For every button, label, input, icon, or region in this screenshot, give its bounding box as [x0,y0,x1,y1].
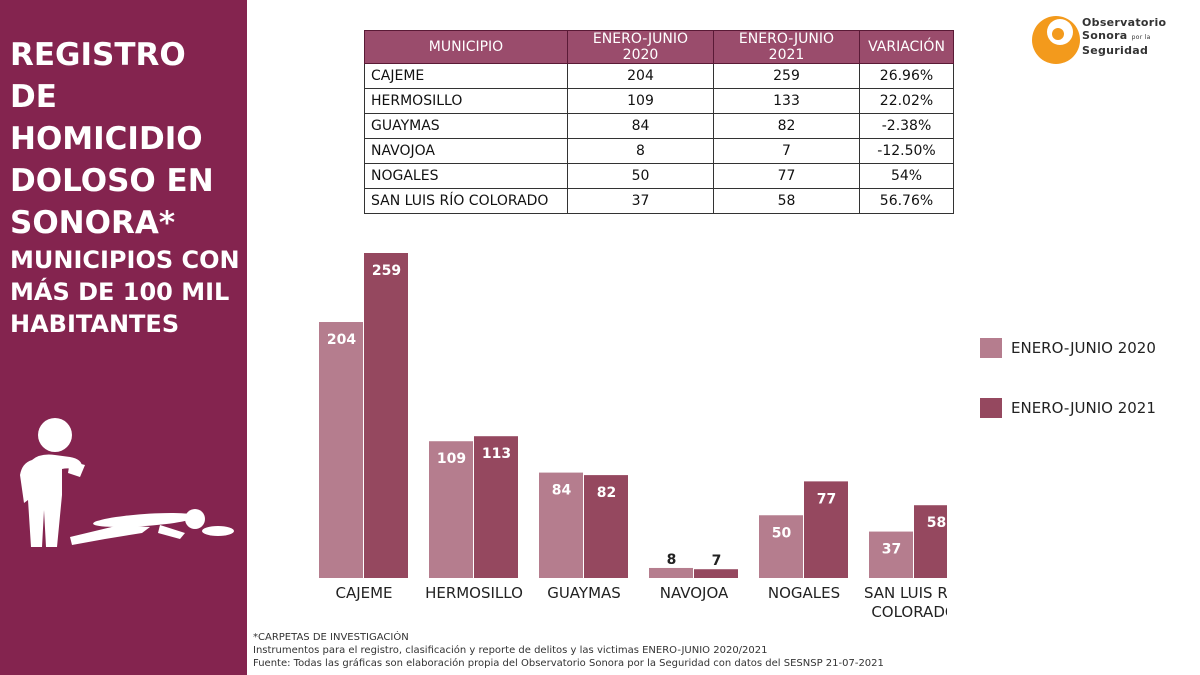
logo-line: Sonora por la [1082,29,1200,44]
table-row: SAN LUIS RÍO COLORADO 37 58 56.76% [364,188,954,214]
column-header: VARIACIÓN [859,30,954,64]
table-cell: 82 [713,113,860,139]
bar-value-label: 82 [597,485,616,501]
bar-2021 [474,436,518,578]
table-cell: 26.96% [859,63,954,89]
logo-line-main: Sonora [1082,29,1128,42]
logo-text: Observatorio Sonora por la Seguridad [1082,16,1200,57]
bar-2021 [694,569,738,578]
column-header: ENERO-JUNIO 2021 [713,30,860,64]
table-cell: CAJEME [364,63,568,89]
bar-2021 [914,505,947,578]
table-cell: 8 [567,138,714,164]
bar-2020 [649,567,693,578]
table-cell: 7 [713,138,860,164]
category-label: NOGALES [768,584,840,602]
bar-value-label: 7 [712,553,722,569]
category-label: GUAYMAS [547,584,621,602]
column-header: MUNICIPIO [364,30,568,64]
bar-value-label: 50 [772,525,792,541]
table-cell: 109 [567,88,714,114]
table-cell: 54% [859,163,954,189]
table-cell: 58 [713,188,860,214]
table-cell: NAVOJOA [364,138,568,164]
logo-line: Observatorio [1082,16,1167,29]
bar-value-label: 37 [882,542,901,558]
table-cell: 50 [567,163,714,189]
bar-value-label: 84 [552,483,572,499]
column-header: ENERO-JUNIO 2020 [567,30,714,64]
table-cell: 259 [713,63,860,89]
legend-swatch [980,398,1002,418]
category-label: SAN LUIS RÍO [864,583,947,602]
bar-2021 [584,475,628,578]
page-subtitle: MUNICIPIOS CON MÁS DE 100 MIL HABITANTES [10,246,240,338]
table-cell: 204 [567,63,714,89]
category-label: CAJEME [335,584,392,602]
table-row: NOGALES 50 77 54% [364,163,954,189]
table-row: NAVOJOA 8 7 -12.50% [364,138,954,164]
legend-item: ENERO-JUNIO 2021 [980,397,1156,419]
legend-label: ENERO-JUNIO 2020 [1011,339,1156,357]
bar-2020 [429,441,473,578]
table-header-row: MUNICIPIO ENERO-JUNIO 2020 ENERO-JUNIO 2… [364,30,954,64]
table-cell: -2.38% [859,113,954,139]
footer-note: Fuente: Todas las gráficas son elaboraci… [253,658,884,669]
table-cell: 37 [567,188,714,214]
page-title: REGISTRO DE HOMICIDIO DOLOSO EN SONORA* [10,37,214,241]
bar-chart: 204 259 CAJEME 109 113 HERMOSILLO 84 82 GUAYMAS 8… [319,253,947,621]
bar-2020 [869,531,913,578]
bar-value-label: 259 [372,263,401,279]
legend-item: ENERO-JUNIO 2020 [980,337,1156,359]
bar-2020 [759,515,803,578]
footer-notes: *CARPETAS DE INVESTIGACIÓN Instrumentos … [253,631,1193,670]
category-label: NAVOJOA [660,584,729,602]
bar-2021 [804,481,848,578]
table-cell: -12.50% [859,138,954,164]
bar-2020 [319,322,363,578]
bar-2021 [364,253,408,578]
legend-label: ENERO-JUNIO 2021 [1011,399,1156,417]
bar-value-label: 204 [327,332,356,348]
table-cell: 133 [713,88,860,114]
bar-value-label: 8 [667,552,677,568]
bar-2020 [539,472,583,578]
table-row: GUAYMAS 84 82 -2.38% [364,113,954,139]
observatorio-logo-icon [1032,16,1080,64]
sidebar: REGISTRO DE HOMICIDIO DOLOSO EN SONORA* … [0,0,247,675]
bar-value-label: 109 [437,451,466,467]
table-cell: 77 [713,163,860,189]
table-cell: 22.02% [859,88,954,114]
category-label: HERMOSILLO [425,584,523,602]
table-cell: 56.76% [859,188,954,214]
table-cell: SAN LUIS RÍO COLORADO [364,188,568,214]
logo-line-small: por la [1131,34,1151,41]
table-cell: NOGALES [364,163,568,189]
victim-figure-icon [20,418,234,547]
logo-line: Seguridad [1082,44,1149,57]
table-cell: GUAYMAS [364,113,568,139]
table-cell: HERMOSILLO [364,88,568,114]
homicide-table: MUNICIPIO ENERO-JUNIO 2020 ENERO-JUNIO 2… [364,30,954,214]
table-cell: 84 [567,113,714,139]
bar-value-label: 58 [927,515,946,531]
table-row: CAJEME 204 259 26.96% [364,63,954,89]
footer-note: Instrumentos para el registro, clasifica… [253,645,768,656]
bar-value-label: 77 [817,491,836,507]
table-row: HERMOSILLO 109 133 22.02% [364,88,954,114]
bar-value-label: 113 [482,446,511,462]
legend-swatch [980,338,1002,358]
footer-note: *CARPETAS DE INVESTIGACIÓN [253,632,409,643]
category-label: COLORADO [871,603,947,621]
